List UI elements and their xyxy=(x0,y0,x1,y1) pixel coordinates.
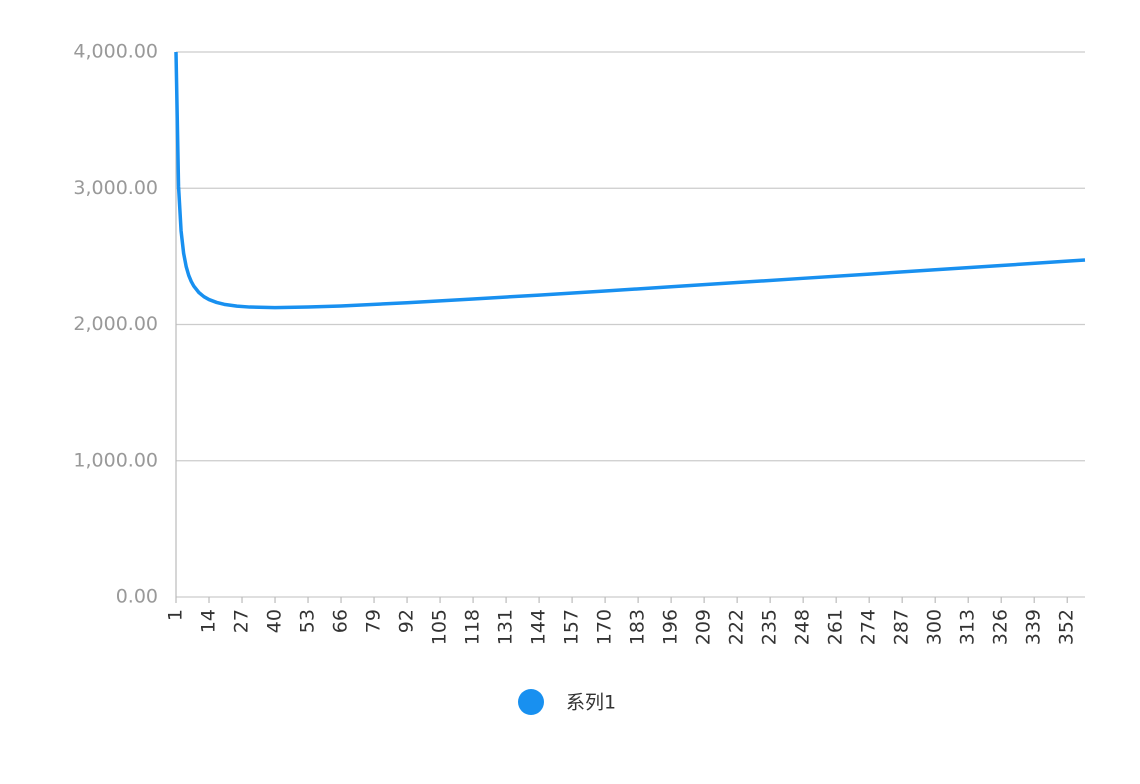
x-tick-label: 339 xyxy=(1023,609,1045,645)
x-tick-label: 300 xyxy=(924,609,946,645)
x-tick-label: 170 xyxy=(594,609,616,645)
y-tick-label: 3,000.00 xyxy=(73,177,158,199)
x-tick-label: 105 xyxy=(429,609,451,645)
x-tick-label: 248 xyxy=(792,609,814,645)
x-tick-label: 235 xyxy=(759,609,781,645)
x-tick-label: 1 xyxy=(165,609,187,621)
x-tick-label: 14 xyxy=(198,609,220,633)
x-tick-label: 27 xyxy=(231,609,253,633)
legend-marker xyxy=(518,689,544,715)
x-tick-label: 274 xyxy=(858,609,880,645)
x-tick-label: 183 xyxy=(627,609,649,645)
x-tick-label: 131 xyxy=(495,609,517,645)
x-tick-label: 222 xyxy=(726,609,748,645)
x-tick-label: 313 xyxy=(957,609,979,645)
legend-label: 系列1 xyxy=(566,692,616,714)
x-tick-label: 196 xyxy=(660,609,682,645)
y-tick-label: 0.00 xyxy=(116,586,158,608)
x-tick-label: 53 xyxy=(297,609,319,633)
x-tick-label: 40 xyxy=(264,609,286,633)
x-tick-label: 66 xyxy=(330,609,352,633)
x-tick-label: 287 xyxy=(891,609,913,645)
y-tick-label: 4,000.00 xyxy=(73,41,158,63)
x-tick-label: 261 xyxy=(825,609,847,645)
x-tick-label: 157 xyxy=(561,609,583,645)
x-tick-label: 79 xyxy=(363,609,385,633)
x-tick-label: 118 xyxy=(462,609,484,645)
y-tick-label: 2,000.00 xyxy=(73,313,158,335)
line xyxy=(174,51,1086,310)
x-tick-label: 92 xyxy=(396,609,418,633)
x-tick-label: 326 xyxy=(990,609,1012,645)
x-tick-label: 209 xyxy=(693,609,715,645)
y-tick-label: 1,000.00 xyxy=(73,449,158,471)
x-tick-label: 352 xyxy=(1056,609,1078,645)
x-tick-label: 144 xyxy=(528,609,550,645)
